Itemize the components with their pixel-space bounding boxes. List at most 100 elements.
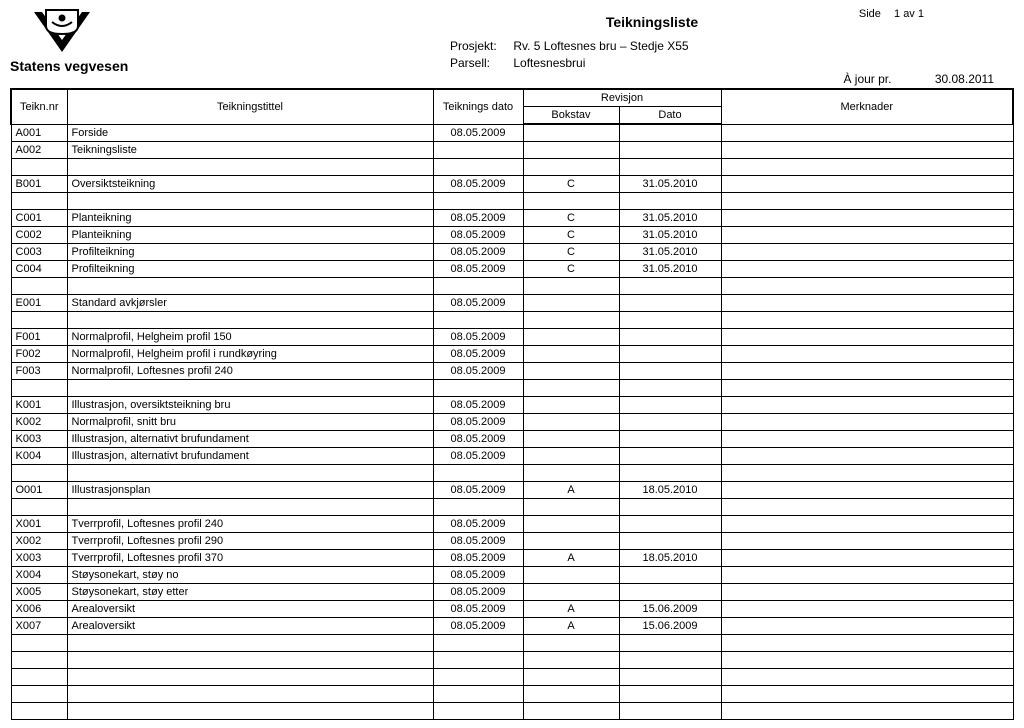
prosjekt-value: Rv. 5 Loftesnes bru – Stedje X55 — [513, 39, 688, 53]
cell-merk — [721, 635, 1013, 652]
cell-rdate — [619, 397, 721, 414]
cell-title: Planteikning — [67, 227, 433, 244]
table-row: K001Illustrasjon, oversiktsteikning bru0… — [11, 397, 1013, 414]
table-row: K003Illustrasjon, alternativt brufundame… — [11, 431, 1013, 448]
cell-date: 08.05.2009 — [433, 363, 523, 380]
cell-bokstav — [523, 533, 619, 550]
cell-merk — [721, 227, 1013, 244]
cell-title: Arealoversikt — [67, 601, 433, 618]
cell-merk — [721, 124, 1013, 142]
org-name: Statens vegvesen — [10, 58, 170, 74]
side-label: Side — [859, 8, 881, 20]
cell-bokstav — [523, 295, 619, 312]
cell-merk — [721, 312, 1013, 329]
cell-merk — [721, 176, 1013, 193]
cell-merk — [721, 329, 1013, 346]
ajour-block: À jour pr. 30.08.2011 — [843, 72, 994, 86]
cell-rdate — [619, 329, 721, 346]
cell-date — [433, 669, 523, 686]
page-indicator: Side 1 av 1 — [859, 8, 924, 20]
cell-bokstav — [523, 448, 619, 465]
cell-title — [67, 193, 433, 210]
cell-merk — [721, 193, 1013, 210]
cell-bokstav: C — [523, 227, 619, 244]
cell-bokstav: A — [523, 482, 619, 499]
cell-merk — [721, 703, 1013, 720]
col-title: Teikningstittel — [67, 89, 433, 124]
ajour-label: À jour pr. — [843, 72, 891, 86]
cell-rdate: 31.05.2010 — [619, 244, 721, 261]
cell-title: Tverrprofil, Loftesnes profil 370 — [67, 550, 433, 567]
cell-bokstav — [523, 635, 619, 652]
cell-merk — [721, 465, 1013, 482]
cell-nr: C004 — [11, 261, 67, 278]
cell-date: 08.05.2009 — [433, 482, 523, 499]
cell-title: Illustrasjon, alternativt brufundament — [67, 431, 433, 448]
cell-nr: X005 — [11, 584, 67, 601]
cell-date: 08.05.2009 — [433, 516, 523, 533]
cell-title: Normalprofil, Helgheim profil 150 — [67, 329, 433, 346]
cell-rdate — [619, 448, 721, 465]
cell-bokstav — [523, 431, 619, 448]
cell-merk — [721, 346, 1013, 363]
table-row: C004Profilteikning08.05.2009C31.05.2010 — [11, 261, 1013, 278]
cell-title — [67, 499, 433, 516]
cell-nr: C003 — [11, 244, 67, 261]
table-row — [11, 159, 1013, 176]
cell-rdate: 31.05.2010 — [619, 227, 721, 244]
cell-date — [433, 380, 523, 397]
cell-rdate — [619, 652, 721, 669]
table-row: X005Støysonekart, støy etter08.05.2009 — [11, 584, 1013, 601]
vegvesen-logo-icon — [32, 8, 92, 54]
cell-title — [67, 703, 433, 720]
cell-rdate — [619, 499, 721, 516]
cell-title: Illustrasjon, alternativt brufundament — [67, 448, 433, 465]
cell-title: Standard avkjørsler — [67, 295, 433, 312]
table-row: F001Normalprofil, Helgheim profil 15008.… — [11, 329, 1013, 346]
table-row: A001Forside08.05.2009 — [11, 124, 1013, 142]
table-row: F002Normalprofil, Helgheim profil i rund… — [11, 346, 1013, 363]
cell-title: Normalprofil, Loftesnes profil 240 — [67, 363, 433, 380]
cell-merk — [721, 686, 1013, 703]
cell-rdate — [619, 312, 721, 329]
cell-merk — [721, 482, 1013, 499]
cell-nr: K002 — [11, 414, 67, 431]
cell-nr: E001 — [11, 295, 67, 312]
cell-date: 08.05.2009 — [433, 448, 523, 465]
cell-merk — [721, 499, 1013, 516]
cell-nr: C002 — [11, 227, 67, 244]
cell-merk — [721, 244, 1013, 261]
cell-merk — [721, 210, 1013, 227]
cell-bokstav — [523, 703, 619, 720]
cell-nr: F001 — [11, 329, 67, 346]
cell-date: 08.05.2009 — [433, 261, 523, 278]
cell-rdate — [619, 703, 721, 720]
cell-rdate — [619, 431, 721, 448]
table-row — [11, 652, 1013, 669]
cell-rdate — [619, 159, 721, 176]
cell-title: Forside — [67, 124, 433, 142]
cell-title: Oversiktsteikning — [67, 176, 433, 193]
cell-bokstav: A — [523, 601, 619, 618]
cell-nr: C001 — [11, 210, 67, 227]
cell-bokstav — [523, 567, 619, 584]
cell-merk — [721, 669, 1013, 686]
parsell-label: Parsell: — [450, 55, 510, 72]
cell-nr: A002 — [11, 142, 67, 159]
cell-date: 08.05.2009 — [433, 346, 523, 363]
cell-rdate — [619, 669, 721, 686]
table-row — [11, 499, 1013, 516]
cell-date — [433, 465, 523, 482]
table-row: C003Profilteikning08.05.2009C31.05.2010 — [11, 244, 1013, 261]
cell-rdate — [619, 533, 721, 550]
cell-merk — [721, 363, 1013, 380]
cell-bokstav: C — [523, 210, 619, 227]
table-row: F003Normalprofil, Loftesnes profil 24008… — [11, 363, 1013, 380]
cell-merk — [721, 295, 1013, 312]
cell-merk — [721, 261, 1013, 278]
cell-bokstav — [523, 193, 619, 210]
cell-merk — [721, 533, 1013, 550]
cell-bokstav — [523, 516, 619, 533]
cell-nr — [11, 499, 67, 516]
cell-date — [433, 686, 523, 703]
